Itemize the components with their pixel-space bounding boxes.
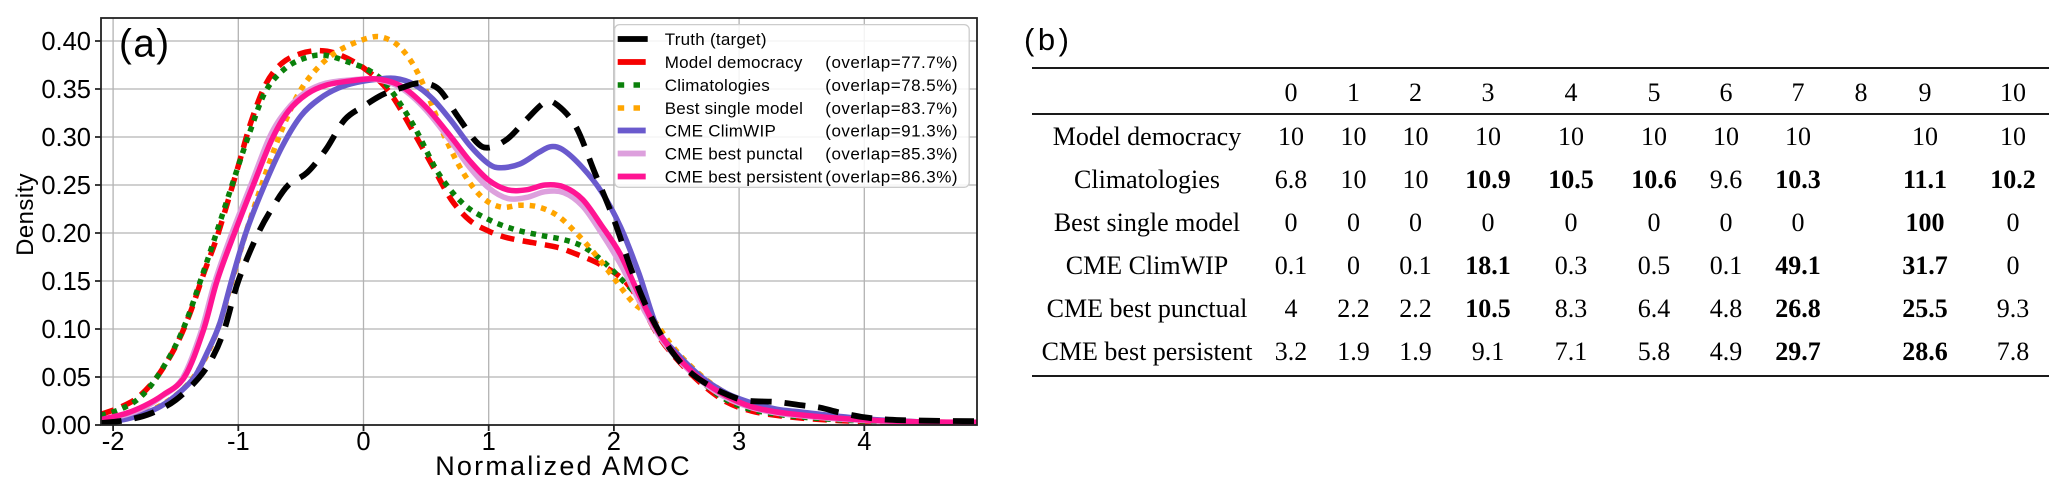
svg-text:0.40: 0.40 [41,28,91,56]
svg-text:-1: -1 [227,428,250,456]
svg-text:1: 1 [482,428,496,456]
svg-text:0.25: 0.25 [41,172,91,200]
svg-text:0: 0 [356,428,370,456]
svg-text:0.30: 0.30 [41,124,91,152]
svg-text:2: 2 [607,428,621,456]
svg-text:0.05: 0.05 [41,364,91,392]
svg-text:Model democracy: Model democracy [665,53,803,72]
svg-text:(a): (a) [119,23,171,66]
svg-text:Climatologies: Climatologies [665,76,770,95]
svg-text:0.35: 0.35 [41,76,91,104]
svg-text:CME best persistent: CME best persistent [665,168,823,187]
svg-text:(overlap=86.3%): (overlap=86.3%) [825,168,958,187]
svg-text:0.00: 0.00 [41,412,91,440]
svg-text:Truth (target): Truth (target) [665,30,767,49]
svg-text:(overlap=91.3%): (overlap=91.3%) [825,122,958,141]
svg-text:CME best punctal: CME best punctal [665,145,803,164]
svg-text:(overlap=78.5%): (overlap=78.5%) [825,76,958,95]
svg-text:0.15: 0.15 [41,268,91,296]
svg-text:(overlap=77.7%): (overlap=77.7%) [825,53,958,72]
svg-text:4: 4 [857,428,871,456]
svg-text:0.10: 0.10 [41,316,91,344]
svg-text:Best single model: Best single model [665,99,803,118]
svg-text:(overlap=83.7%): (overlap=83.7%) [825,99,958,118]
svg-text:Density: Density [12,173,39,256]
svg-text:3: 3 [732,428,746,456]
svg-text:-2: -2 [102,428,125,456]
svg-text:Normalized AMOC: Normalized AMOC [435,451,692,481]
svg-text:(overlap=85.3%): (overlap=85.3%) [825,145,958,164]
svg-text:CME ClimWIP: CME ClimWIP [665,122,776,141]
svg-text:0.20: 0.20 [41,220,91,248]
